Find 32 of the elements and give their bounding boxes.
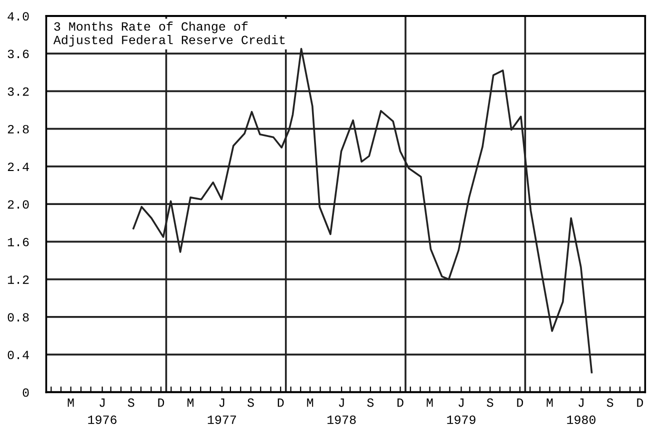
x-tick-label: S <box>606 398 614 407</box>
x-tick-label: D <box>158 398 164 407</box>
x-tick-label: J 1978 <box>327 398 356 424</box>
y-tick-label: 3.2 <box>8 87 29 96</box>
y-tick-label: 2.0 <box>8 200 29 209</box>
x-tick-label: M <box>546 398 553 407</box>
x-tick-label: S <box>486 398 494 407</box>
x-tick-label: S <box>128 398 134 407</box>
x-tick-label: D <box>398 398 404 407</box>
x-tick-label: J 1976 <box>88 398 116 424</box>
x-tick-label: D <box>278 398 284 407</box>
x-tick-label: M <box>187 398 194 407</box>
y-tick-label: 0.8 <box>8 313 29 322</box>
y-tick-label: 0.4 <box>8 350 29 360</box>
y-tick-label: 1.2 <box>8 275 29 284</box>
y-tick-label: 2.4 <box>8 162 29 171</box>
x-tick-label: S <box>248 398 254 407</box>
x-tick-label: J 1980 <box>567 398 596 424</box>
x-tick-label: D <box>517 398 524 407</box>
x-tick-label: M <box>68 398 74 407</box>
x-tick-label: S <box>367 398 374 407</box>
y-tick-label: 2.8 <box>8 124 29 134</box>
y-tick-label: 3.6 <box>8 50 29 58</box>
x-tick-label: M <box>307 398 314 407</box>
x-tick-label: D <box>637 398 644 407</box>
x-tick-label: J 1977 <box>208 398 236 424</box>
y-tick-label: 0 <box>22 388 29 397</box>
y-tick-label: 4.0 <box>8 12 29 21</box>
text: 3 Months Rate of Change of Adjusted Federal Reserve Credit <box>53 22 285 47</box>
y-tick-label: 1.6 <box>8 238 29 246</box>
x-tick-label: J 1979 <box>447 398 476 424</box>
x-tick-label: M <box>426 398 433 407</box>
